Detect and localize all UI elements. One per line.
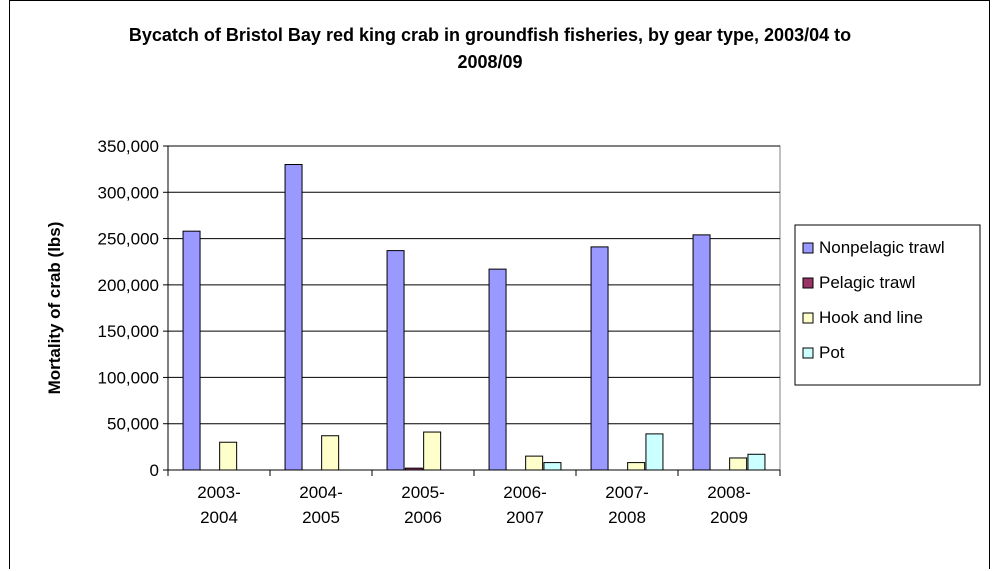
legend	[794, 224, 981, 386]
y-tick-label: 200,000	[98, 276, 159, 295]
plot-area	[167, 145, 781, 471]
bar	[627, 462, 646, 471]
bar	[284, 164, 303, 471]
x-tick-label: 2008	[608, 508, 646, 527]
bar	[747, 453, 766, 471]
y-tick-label: 150,000	[98, 322, 159, 341]
bar	[219, 441, 238, 471]
x-tick-label: 2006-	[503, 483, 546, 502]
bar	[321, 435, 340, 471]
chart-title: Bycatch of Bristol Bay red king crab in …	[128, 25, 852, 72]
y-axis-label: Mortality of crab (lbs)	[45, 222, 64, 395]
x-tick-label: 2008-	[707, 483, 750, 502]
y-tick-label: 100,000	[98, 368, 159, 387]
bar	[543, 462, 562, 471]
x-tick-label: 2006	[404, 508, 442, 527]
legend-label: Pot	[819, 343, 845, 362]
legend-swatch	[802, 347, 814, 359]
bar	[423, 431, 442, 471]
legend-swatch	[802, 277, 814, 289]
y-tick-label: 300,000	[98, 183, 159, 202]
bar	[692, 234, 711, 471]
bar	[488, 268, 507, 471]
y-tick-label: 0	[150, 461, 159, 480]
legend-swatch	[802, 312, 814, 324]
bar	[645, 433, 664, 471]
bar	[525, 455, 544, 471]
x-tick-label: 2004-	[299, 483, 342, 502]
y-tick-label: 350,000	[98, 137, 159, 156]
y-tick-label: 50,000	[107, 415, 159, 434]
x-tick-label: 2004	[200, 508, 238, 527]
legend-label: Nonpelagic trawl	[819, 238, 945, 257]
x-tick-label: 2003-	[197, 483, 240, 502]
bar	[386, 250, 405, 471]
x-tick-label: 2005	[302, 508, 340, 527]
legend-label: Pelagic trawl	[819, 273, 915, 292]
x-tick-label: 2007	[506, 508, 544, 527]
x-tick-label: 2007-	[605, 483, 648, 502]
legend-label: Hook and line	[819, 308, 923, 327]
bar	[590, 246, 609, 471]
x-tick-label: 2005-	[401, 483, 444, 502]
x-tick-label: 2009	[710, 508, 748, 527]
legend-swatch	[802, 242, 814, 254]
bar	[182, 230, 201, 471]
bar	[729, 457, 748, 471]
y-tick-label: 250,000	[98, 230, 159, 249]
bar	[404, 467, 423, 471]
